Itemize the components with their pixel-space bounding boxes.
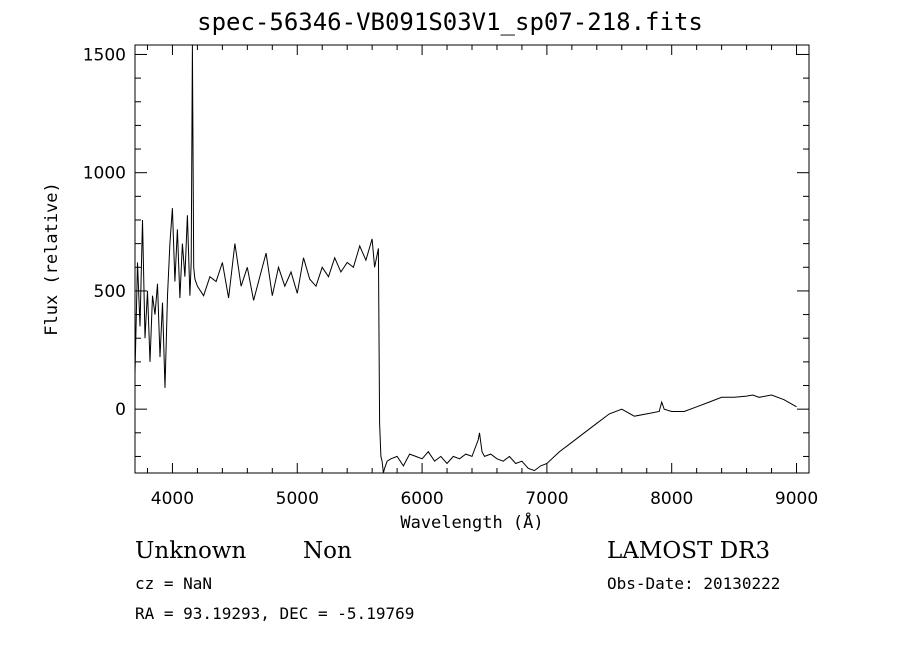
x-tick-label: 7000 <box>525 489 568 509</box>
object-subclass: Non <box>303 538 352 564</box>
redshift-label: cz = NaN <box>135 574 213 593</box>
x-tick-label: 9000 <box>775 489 818 509</box>
plot-frame <box>134 44 810 474</box>
x-axis-title: Wavelength (Å) <box>400 511 543 533</box>
obs-date: Obs-Date: 20130222 <box>607 574 781 593</box>
x-tick-label: 8000 <box>650 489 693 509</box>
coordinates: RA = 93.19293, DEC = -5.19769 <box>135 604 415 623</box>
survey-name: LAMOST DR3 <box>607 538 771 564</box>
y-tick-label: 1500 <box>83 45 126 65</box>
x-axis: 4000 5000 6000 7000 8000 9000 <box>146 45 818 509</box>
chart-title: spec-56346-VB091S03V1_sp07-218.fits <box>197 8 703 36</box>
object-class: Unknown <box>135 538 247 564</box>
y-axis-title: Flux (relative) <box>42 182 62 336</box>
x-tick-label: 5000 <box>276 489 319 509</box>
y-axis: 0 500 1000 1500 <box>83 45 809 457</box>
y-tick-label: 1000 <box>83 164 126 184</box>
x-tick-label: 4000 <box>151 489 194 509</box>
y-tick-label: 0 <box>115 400 126 420</box>
y-tick-label: 500 <box>94 282 126 302</box>
spectrum-line <box>134 44 797 474</box>
x-tick-label: 6000 <box>400 489 443 509</box>
